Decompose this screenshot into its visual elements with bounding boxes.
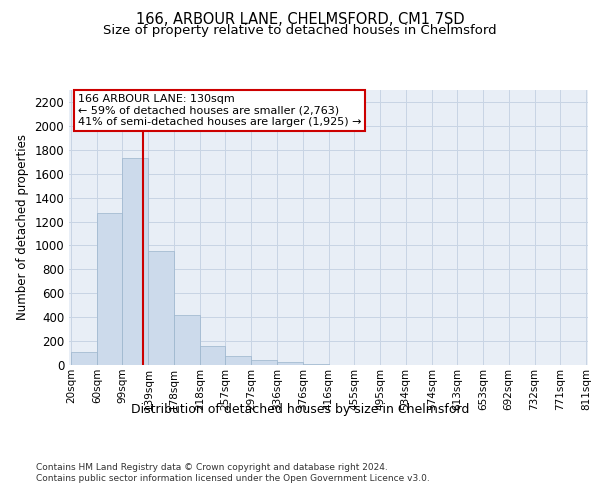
Text: Contains HM Land Registry data © Crown copyright and database right 2024.: Contains HM Land Registry data © Crown c… [36, 462, 388, 471]
Bar [71, 352, 97, 365]
Bar [251, 360, 277, 365]
Bar [97, 213, 122, 365]
Bar [148, 252, 174, 365]
Text: 166 ARBOUR LANE: 130sqm
← 59% of detached houses are smaller (2,763)
41% of semi: 166 ARBOUR LANE: 130sqm ← 59% of detache… [78, 94, 361, 128]
Text: Contains public sector information licensed under the Open Government Licence v3: Contains public sector information licen… [36, 474, 430, 483]
Bar [122, 158, 148, 365]
Bar [200, 346, 225, 365]
Y-axis label: Number of detached properties: Number of detached properties [16, 134, 29, 320]
Bar [225, 356, 251, 365]
Bar [174, 316, 200, 365]
Bar [277, 362, 303, 365]
Text: 166, ARBOUR LANE, CHELMSFORD, CM1 7SD: 166, ARBOUR LANE, CHELMSFORD, CM1 7SD [136, 12, 464, 28]
Text: Distribution of detached houses by size in Chelmsford: Distribution of detached houses by size … [131, 402, 469, 415]
Text: Size of property relative to detached houses in Chelmsford: Size of property relative to detached ho… [103, 24, 497, 37]
Bar [303, 364, 329, 365]
